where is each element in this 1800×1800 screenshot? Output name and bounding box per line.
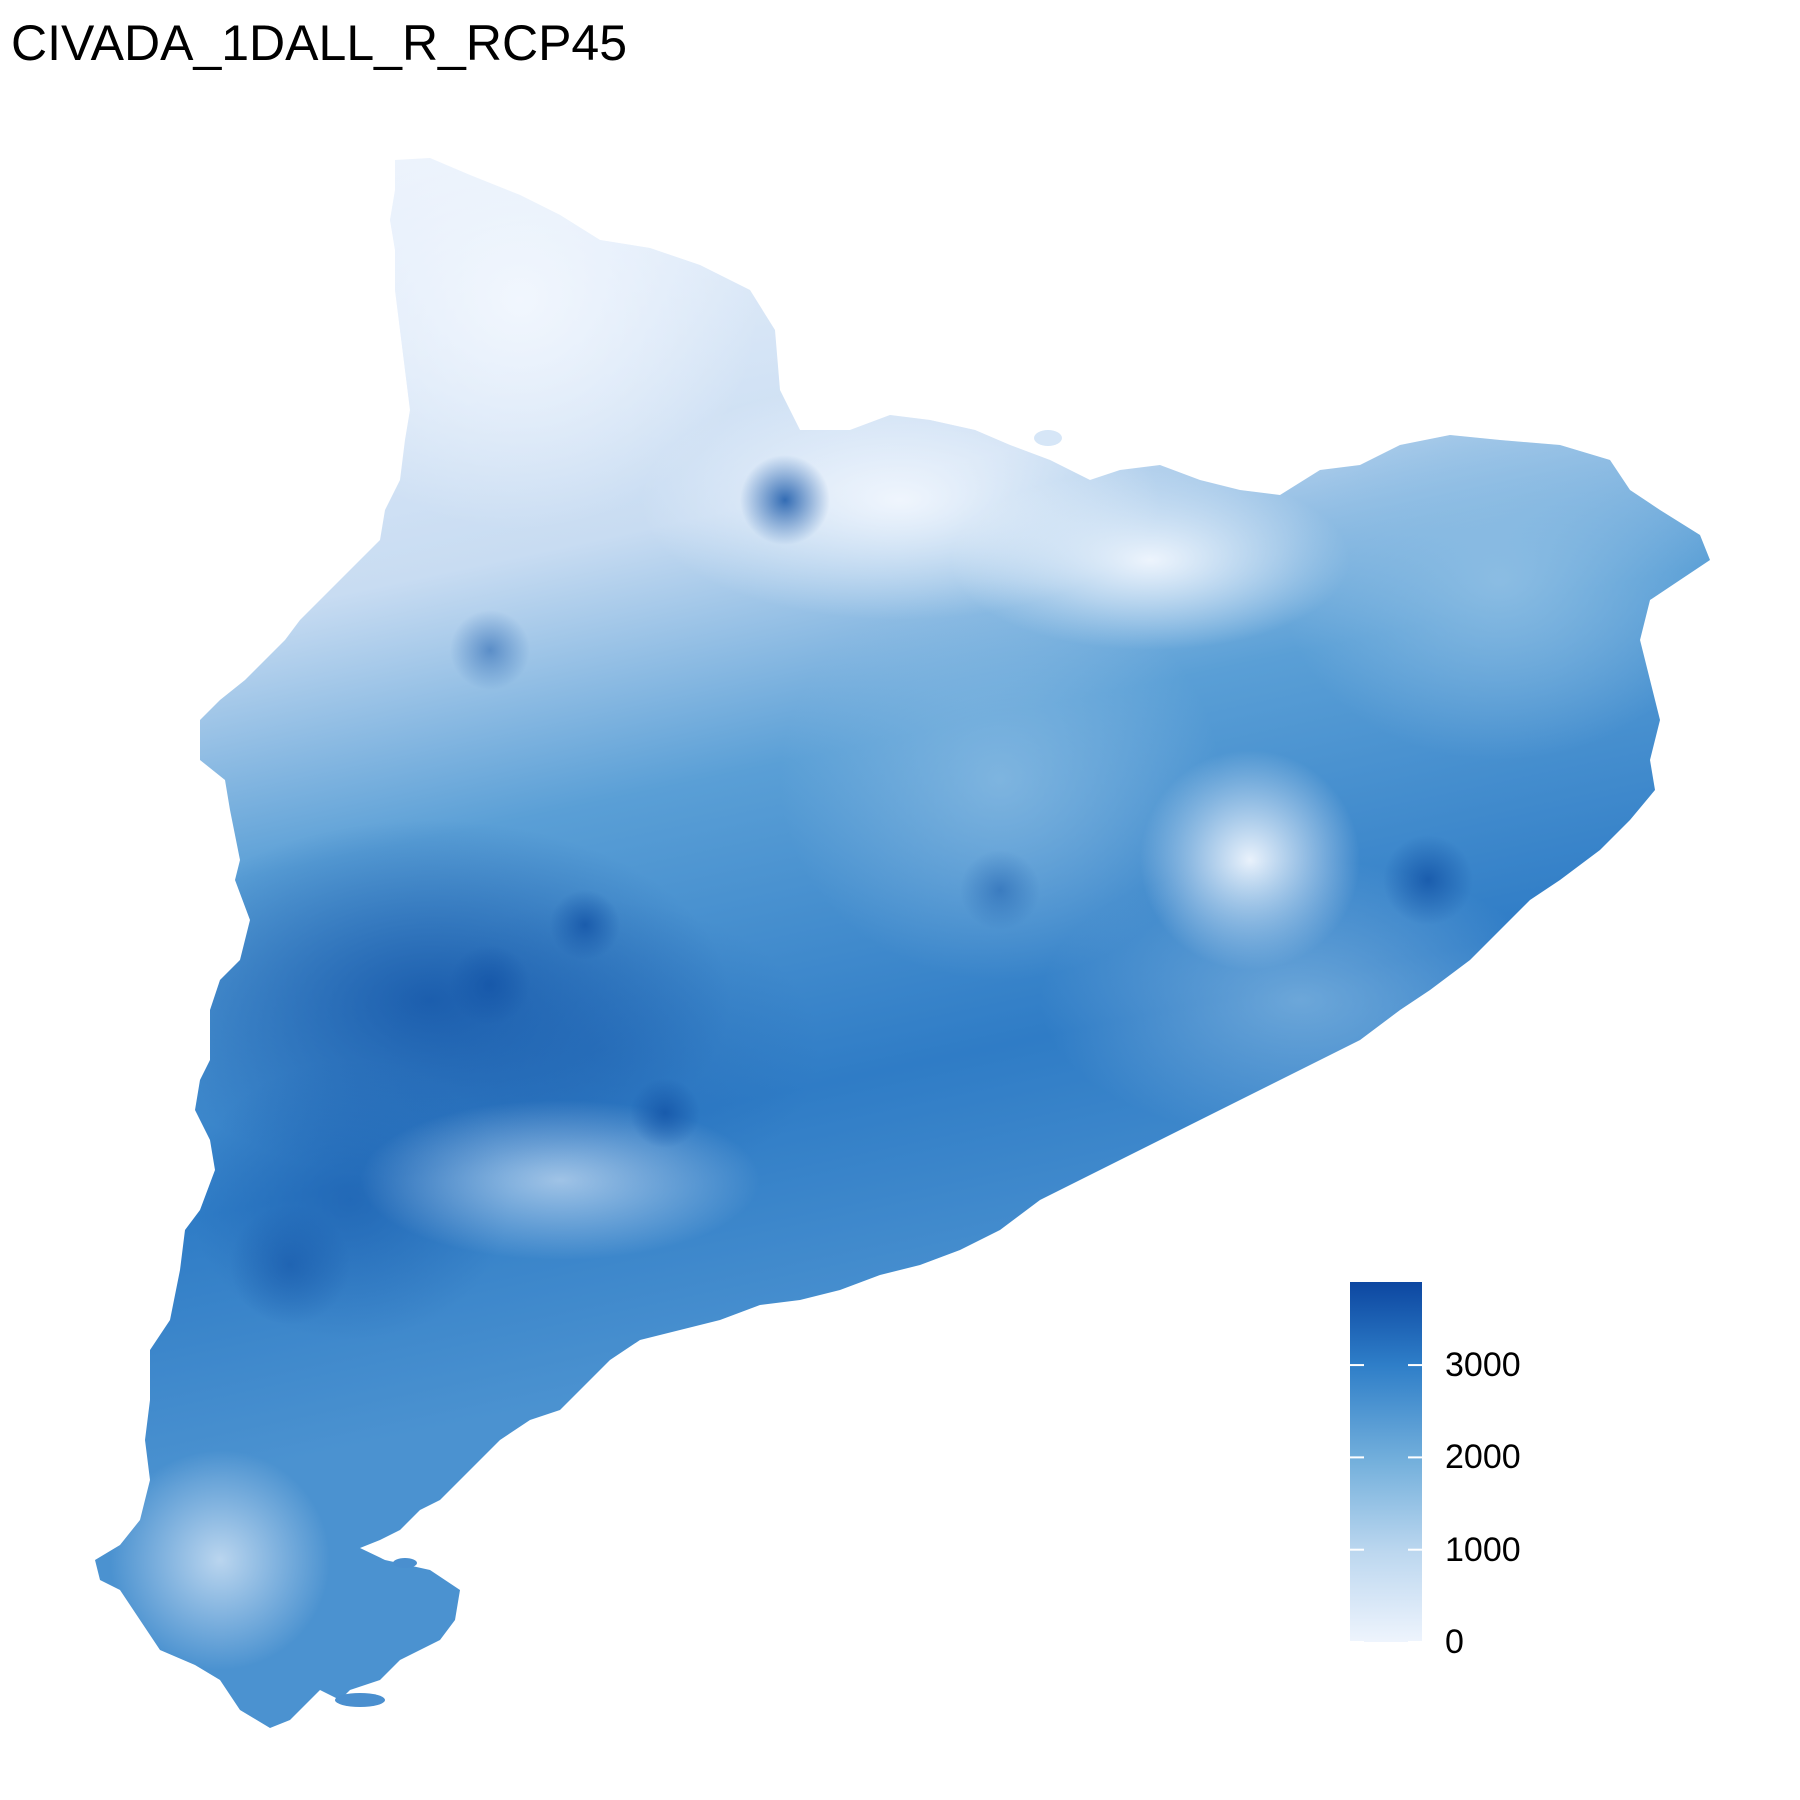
color-legend: 0 1000 2000 3000 xyxy=(1350,1282,1600,1659)
lake-patch xyxy=(1034,430,1062,446)
map-title: CIVADA_1DALL_R_RCP45 xyxy=(11,15,628,71)
delta-tip-south xyxy=(335,1693,385,1707)
legend-tick-label: 2000 xyxy=(1445,1438,1521,1477)
legend-colorbar xyxy=(1350,1282,1422,1642)
delta-tip xyxy=(393,1558,417,1568)
legend-tick-label: 3000 xyxy=(1445,1346,1521,1385)
legend-tick-label: 0 xyxy=(1445,1623,1464,1661)
legend-tick-label: 1000 xyxy=(1445,1530,1521,1569)
